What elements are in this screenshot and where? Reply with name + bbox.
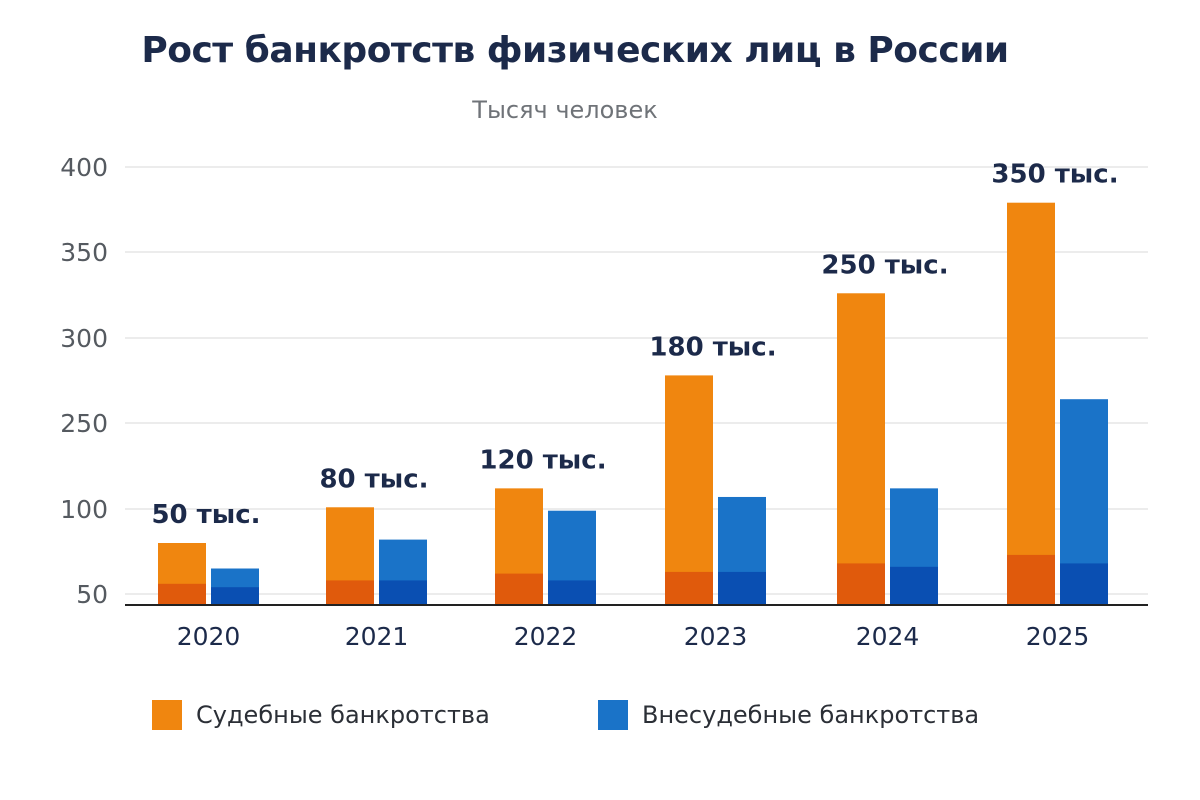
y-tick-label: 50 (76, 580, 108, 609)
data-label: 250 тыс. (821, 250, 948, 280)
bar-base-court (1007, 554, 1055, 605)
y-tick-label: 300 (60, 324, 108, 353)
bar-base-extrajudicial (890, 566, 938, 605)
legend-label-extrajudicial: Внесудебные банкротства (642, 701, 980, 729)
x-tick-label: 2024 (856, 622, 920, 651)
x-tick-label: 2022 (514, 622, 578, 651)
bar-base-extrajudicial (718, 571, 766, 605)
x-tick-label: 2021 (345, 622, 409, 651)
bar-base-extrajudicial (379, 580, 427, 605)
data-label: 80 тыс. (319, 464, 428, 494)
y-tick-label: 100 (60, 495, 108, 524)
legend-item-court: Судебные банкротства (152, 698, 490, 732)
chart-title: Рост банкротств физических лиц в России (141, 30, 1009, 71)
data-label: 50 тыс. (151, 500, 260, 530)
legend-label-court: Судебные банкротства (196, 701, 490, 729)
y-tick-label: 350 (60, 238, 108, 267)
bar-base-extrajudicial (548, 580, 596, 605)
x-tick-label: 2020 (177, 622, 241, 651)
bar-base-extrajudicial (211, 587, 259, 605)
bar-base-court (495, 573, 543, 605)
x-tick-label: 2023 (684, 622, 748, 651)
data-label: 350 тыс. (991, 160, 1118, 190)
y-tick-label: 400 (60, 153, 108, 182)
bar-base-court (837, 563, 885, 605)
bar-court (665, 375, 713, 605)
bar-base-court (665, 571, 713, 605)
legend-swatch-extrajudicial (598, 700, 628, 730)
chart-subtitle: Тысяч человек (472, 96, 658, 124)
bar-base-court (158, 583, 206, 605)
data-label: 120 тыс. (479, 445, 606, 475)
bar-base-court (326, 580, 374, 605)
bar-court (1007, 202, 1055, 605)
legend-item-extrajudicial: Внесудебные банкротства (598, 698, 979, 732)
y-tick-label: 250 (60, 409, 108, 438)
bar-court (837, 293, 885, 605)
data-label: 180 тыс. (649, 332, 776, 362)
x-tick-label: 2025 (1026, 622, 1090, 651)
legend-swatch-court (152, 700, 182, 730)
bar-base-extrajudicial (1060, 563, 1108, 605)
